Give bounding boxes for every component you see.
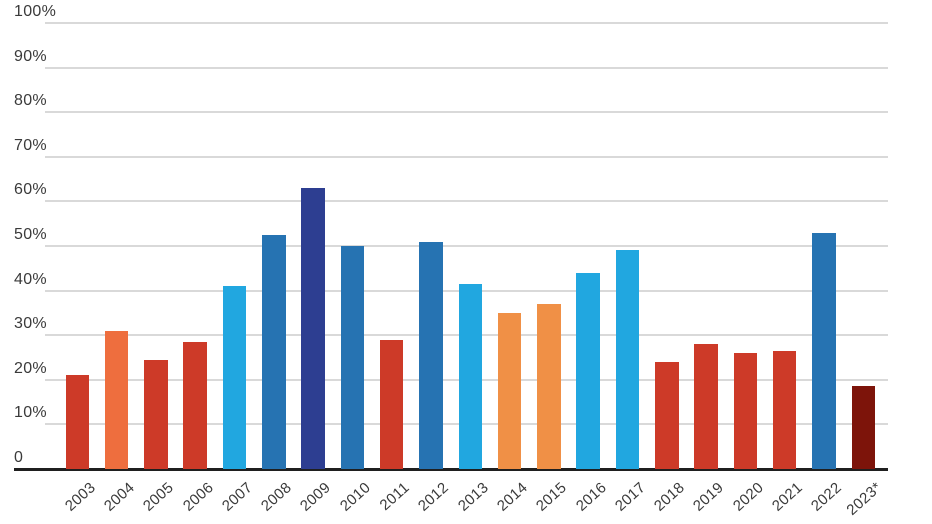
y-axis-tick-label: 100%	[14, 3, 57, 20]
bar-2022	[812, 232, 836, 469]
y-axis-tick-label: 0	[14, 449, 24, 466]
x-axis-label-2018: 2018	[651, 479, 689, 515]
y-axis-tick-label: 20%	[14, 359, 47, 377]
x-axis-label-2009: 2009	[297, 479, 335, 515]
x-axis-label-2014: 2014	[493, 479, 531, 515]
gridline-50	[45, 245, 888, 247]
bar-2010	[340, 246, 365, 469]
bar-2023	[851, 386, 875, 469]
bar-2008	[262, 234, 286, 469]
bar-2013	[458, 283, 482, 469]
x-axis-label-2011: 2011	[376, 479, 414, 515]
y-axis-tick-label: 80%	[14, 92, 47, 110]
bar-2015	[537, 303, 561, 469]
x-axis-label-2015: 2015	[533, 479, 571, 515]
x-axis-label-2010: 2010	[336, 479, 374, 515]
x-axis-label-2021: 2021	[768, 479, 807, 515]
gridline-100	[45, 22, 888, 24]
y-axis-tick-label: 70%	[14, 136, 47, 154]
y-axis-tick-label: 30%	[14, 315, 47, 333]
x-axis-label-2013: 2013	[454, 479, 492, 515]
bar-2005	[144, 359, 168, 469]
bar-2011	[379, 339, 404, 469]
gridline-80	[45, 111, 888, 114]
bar-2006	[183, 341, 207, 469]
x-axis-label-2019: 2019	[690, 479, 728, 515]
x-axis-label-2004: 2004	[100, 479, 138, 515]
x-axis-label-2008: 2008	[258, 479, 296, 515]
bar-2020	[733, 353, 758, 469]
bar-2003	[65, 375, 89, 469]
bar-2019	[694, 344, 718, 469]
y-axis-tick-label: 50%	[14, 226, 47, 243]
bar-2009	[301, 188, 325, 469]
gridline-90	[45, 66, 888, 69]
bar-2007	[222, 286, 247, 469]
x-axis-label-2012: 2012	[415, 479, 453, 515]
x-axis-label-2007: 2007	[218, 479, 256, 515]
x-axis-label-2003: 2003	[61, 479, 99, 515]
bar-2018	[655, 361, 679, 469]
x-axis-label-2016: 2016	[572, 479, 610, 515]
x-axis-label-2023: 2023*	[842, 479, 885, 519]
gridline-60	[45, 200, 888, 203]
x-axis-label-2022: 2022	[808, 479, 846, 515]
x-axis-label-2017: 2017	[611, 479, 649, 515]
x-axis-label-2020: 2020	[729, 479, 767, 515]
bar-2004	[104, 330, 129, 469]
y-axis-tick-label: 40%	[14, 270, 47, 288]
y-axis-tick-label: 60%	[14, 181, 47, 199]
x-axis-label-2006: 2006	[179, 479, 217, 515]
gridline-70	[45, 155, 888, 158]
y-axis-tick-label: 90%	[14, 47, 47, 65]
bar-2014	[497, 312, 522, 469]
x-axis-label-2005: 2005	[140, 479, 178, 515]
bar-2021	[772, 350, 797, 469]
bar-2012	[419, 241, 443, 469]
bar-2017	[615, 250, 640, 469]
bar-2016	[576, 272, 600, 469]
x-axis-line	[14, 467, 888, 471]
y-axis-tick-label: 10%	[14, 404, 47, 422]
